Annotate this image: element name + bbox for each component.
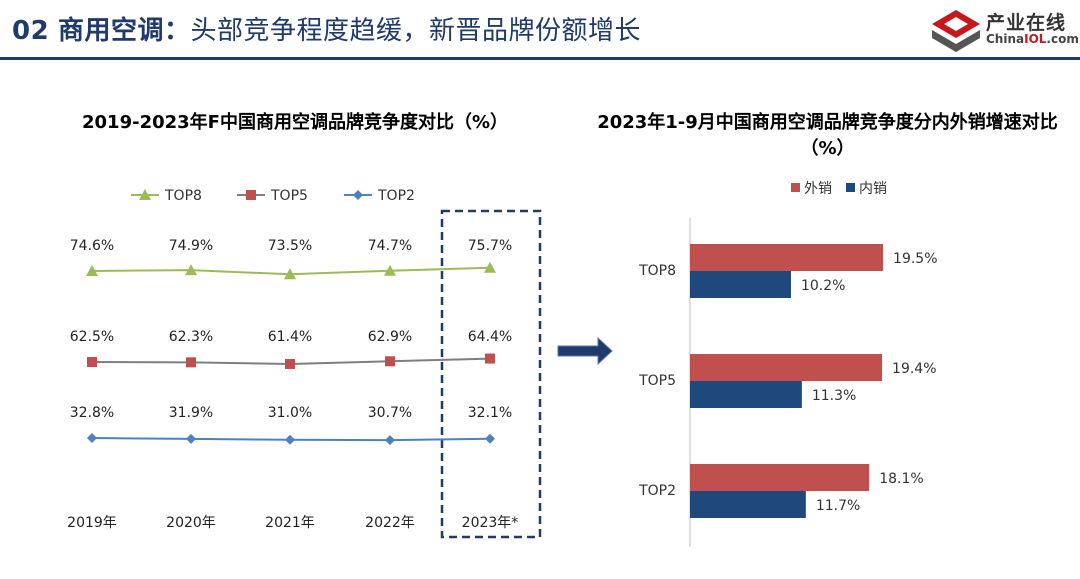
legend-label-1: 内销 xyxy=(859,181,887,197)
data-label-top8-0: 74.6% xyxy=(70,238,114,254)
x-tick-label-4: 2023年* xyxy=(462,515,519,531)
chinaiol-logo: 产业在线 ChinaIOL.com xyxy=(928,6,1079,54)
data-label-top2-3: 30.7% xyxy=(368,405,412,421)
point-top8-1 xyxy=(185,264,197,276)
point-top5-1 xyxy=(186,357,196,368)
bar-top2-1 xyxy=(690,491,806,518)
data-label-top5-2: 61.4% xyxy=(268,329,312,345)
point-top8-3 xyxy=(384,264,396,276)
section-subtitle: 头部竞争程度趋缓，新晋品牌份额增长 xyxy=(190,16,641,46)
legend-label-top2: TOP2 xyxy=(377,188,415,204)
logo-url-highlight: IOL xyxy=(1024,32,1047,46)
bar-top5-0 xyxy=(690,354,883,381)
bar-top8-1 xyxy=(690,271,791,298)
bar-label-top5-0: 19.4% xyxy=(892,361,936,377)
point-top2-4 xyxy=(485,433,495,444)
logo-url-suffix: .com xyxy=(1046,32,1079,46)
data-label-top8-2: 73.5% xyxy=(268,238,312,254)
data-label-top2-0: 32.8% xyxy=(70,405,114,421)
legend-marker-top5 xyxy=(246,190,256,200)
right-chart-title: 2023年1-9月中国商用空调品牌竞争度分内外销增速对比（%） xyxy=(597,112,1058,159)
legend-label-0: 外销 xyxy=(804,181,832,197)
data-label-top2-4: 32.1% xyxy=(468,405,512,421)
legend-swatch-1 xyxy=(846,183,855,192)
bar-top2-0 xyxy=(690,464,870,491)
point-top5-0 xyxy=(87,357,97,367)
point-top5-4 xyxy=(485,353,495,364)
category-label-top2: TOP2 xyxy=(638,483,676,499)
point-top8-2 xyxy=(284,268,296,280)
header-divider xyxy=(0,57,1080,60)
section-category: 商用空调 xyxy=(57,16,164,46)
data-label-top8-3: 74.7% xyxy=(368,238,412,254)
bar-label-top8-1: 10.2% xyxy=(801,278,845,294)
x-tick-label-0: 2019年 xyxy=(67,515,117,531)
arrow-icon xyxy=(557,336,613,366)
point-top2-2 xyxy=(285,434,295,445)
legend-marker-top8 xyxy=(139,189,151,200)
legend-label-top8: TOP8 xyxy=(164,188,202,204)
slide-header: 02 商用空调：头部竞争程度趋缓，新晋品牌份额增长 产业在线 ChinaIOL.… xyxy=(0,0,1080,60)
point-top5-3 xyxy=(385,356,395,367)
section-number: 02 xyxy=(12,16,50,46)
page-title: 02 商用空调：头部竞争程度趋缓，新晋品牌份额增长 xyxy=(12,10,641,47)
line-chart: TOP8 TOP5 TOP2 74.6% 74.9% 73.5% 74.7% 75.7% 62.… xyxy=(67,188,542,539)
legend-marker-top2 xyxy=(353,190,363,200)
x-tick-label-3: 2022年 xyxy=(365,515,415,531)
highlight-box xyxy=(440,209,542,539)
bar-label-top8-0: 19.5% xyxy=(893,251,937,267)
data-label-top5-1: 62.3% xyxy=(169,329,213,345)
bar-label-top5-1: 11.3% xyxy=(812,388,856,404)
point-top8-0 xyxy=(86,265,98,276)
left-chart-title: 2019-2023年F中国商用空调品牌竞争度对比（%） xyxy=(82,112,508,133)
bar-top8-0 xyxy=(690,244,884,271)
legend-swatch-0 xyxy=(791,183,800,192)
point-top2-3 xyxy=(385,435,395,446)
data-label-top2-2: 31.0% xyxy=(268,405,312,421)
legend-label-top5: TOP5 xyxy=(270,188,308,204)
x-tick-label-2: 2021年 xyxy=(265,515,315,531)
data-label-top5-0: 62.5% xyxy=(70,329,114,345)
bar-top5-1 xyxy=(690,381,802,408)
data-label-top5-4: 64.4% xyxy=(468,329,512,345)
point-top2-1 xyxy=(186,433,196,444)
point-top8-4 xyxy=(484,261,496,273)
data-label-top8-4: 75.7% xyxy=(468,238,512,254)
bar-label-top2-1: 11.7% xyxy=(816,498,860,514)
x-tick-label-1: 2020年 xyxy=(166,515,216,531)
logo-url-prefix: China xyxy=(986,32,1025,46)
category-label-top8: TOP8 xyxy=(638,263,676,279)
logo-mark-icon xyxy=(932,10,980,52)
category-label-top5: TOP5 xyxy=(638,373,676,389)
logo-url: ChinaIOL.com xyxy=(986,32,1079,46)
logo-text: 产业在线 xyxy=(986,12,1067,34)
title-colon: ： xyxy=(163,16,191,46)
bar-chart: 外销 内销 TOP8 19.5% 10.2% TOP5 19.4% 11.3% TOP2 18.1… xyxy=(638,181,938,547)
bar-label-top2-0: 18.1% xyxy=(879,471,923,487)
data-label-top8-1: 74.9% xyxy=(169,238,213,254)
point-top2-0 xyxy=(87,433,97,443)
data-label-top2-1: 31.9% xyxy=(169,405,213,421)
data-label-top5-3: 62.9% xyxy=(368,329,412,345)
point-top5-2 xyxy=(285,358,295,369)
